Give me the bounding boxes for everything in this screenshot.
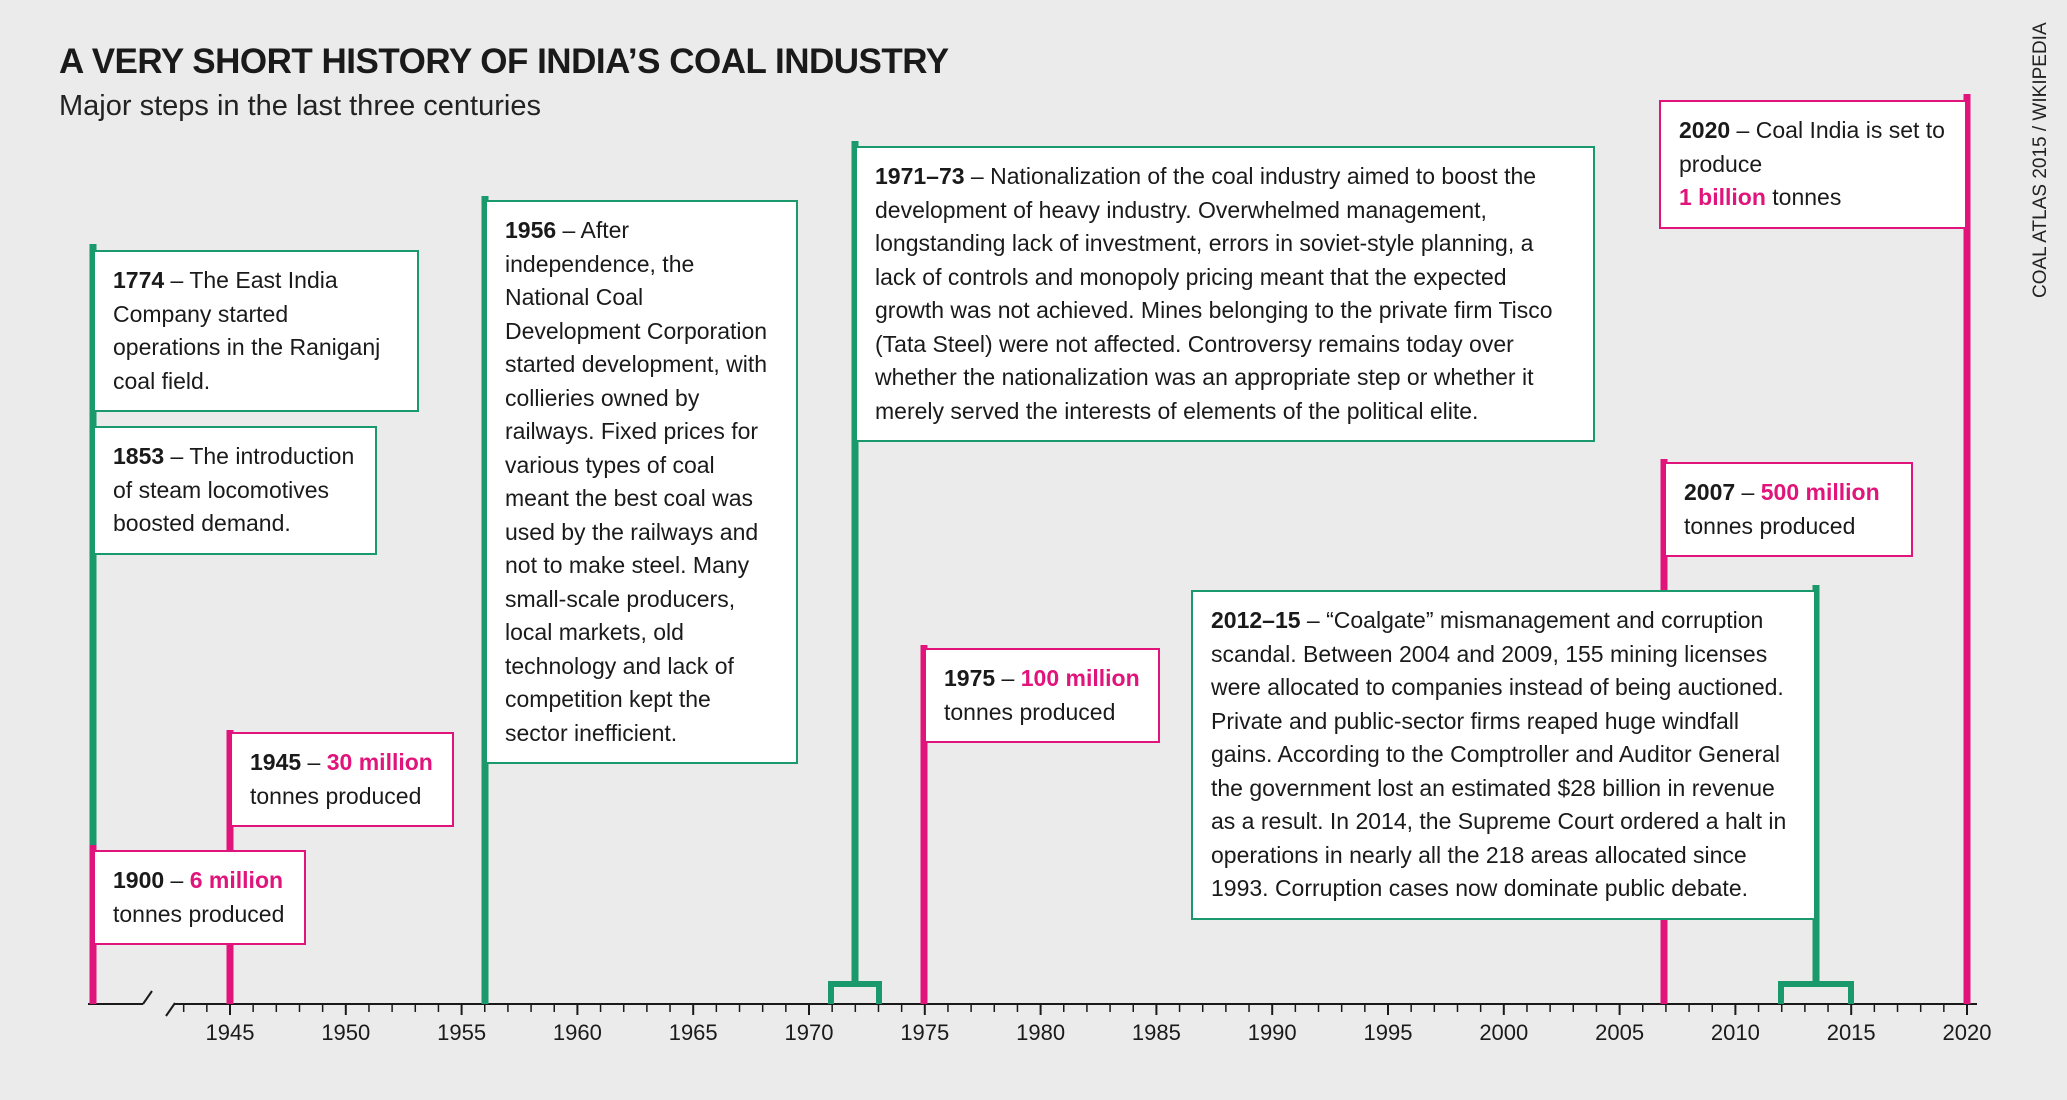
event-2020: 2020 – Coal India is set to produce 1 bil…: [1659, 100, 1967, 229]
axis-tick-label: 1980: [1016, 1020, 1066, 1045]
axis-tick-label: 1975: [900, 1020, 950, 1045]
axis-tick-label: 2020: [1942, 1020, 1992, 1045]
axis-tick-label: 1995: [1363, 1020, 1413, 1045]
axis-tick-label: 1950: [321, 1020, 371, 1045]
axis-tick-label: 1990: [1247, 1020, 1297, 1045]
axis-tick-label: 1960: [552, 1020, 602, 1045]
page-title: A VERY SHORT HISTORY OF INDIA’S COAL IND…: [59, 42, 949, 81]
axis-break-right: [165, 1002, 176, 1017]
bracket-1971-73: [828, 981, 882, 1004]
axis-tick-label: 2010: [1710, 1020, 1760, 1045]
axis-tick-label: 1945: [205, 1020, 255, 1045]
event-2007: 2007 – 500 million tonnes produced: [1664, 462, 1913, 557]
timeline-axis: [88, 990, 1977, 1017]
event-1853: 1853 – The introduction of steam locomot…: [93, 426, 377, 555]
bracket-2012-15: [1778, 981, 1854, 1004]
event-2012-15: 2012–15 – “Coalgate” mismanagement and c…: [1191, 590, 1816, 920]
axis-tick-label: 1955: [437, 1020, 487, 1045]
axis-break-left: [142, 990, 153, 1005]
event-1975: 1975 – 100 million tonnes produced: [924, 648, 1160, 743]
axis-tick-label: 1965: [668, 1020, 718, 1045]
axis-tick-label: 2015: [1826, 1020, 1876, 1045]
event-1900: 1900 – 6 million tonnes produced: [93, 850, 306, 945]
axis-tick-label: 2000: [1479, 1020, 1529, 1045]
page-subtitle: Major steps in the last three centuries: [59, 90, 541, 122]
event-1956: 1956 – After independence, the National …: [485, 200, 798, 764]
event-1971-73: 1971–73 – Nationalization of the coal in…: [855, 146, 1595, 442]
axis-tick-label: 1970: [784, 1020, 834, 1045]
event-1945: 1945 – 30 million tonnes produced: [230, 732, 454, 827]
event-1774: 1774 – The East India Company started op…: [93, 250, 419, 412]
axis-tick-label: 1985: [1131, 1020, 1181, 1045]
axis-tick-label: 2005: [1595, 1020, 1645, 1045]
